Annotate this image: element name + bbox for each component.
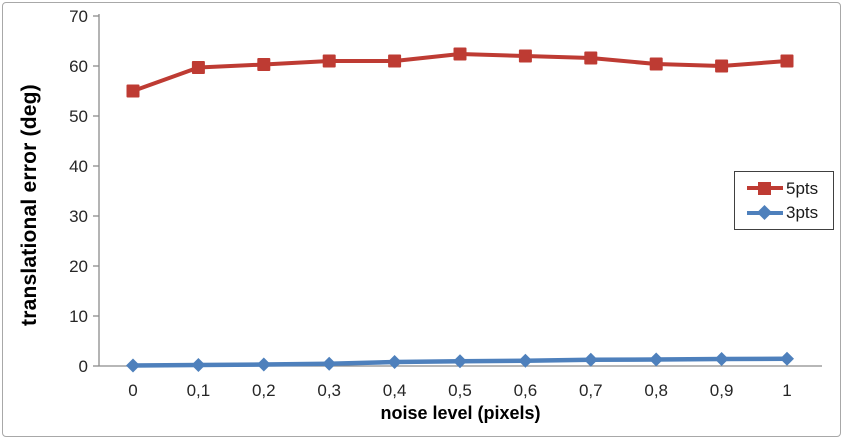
y-tick-label: 70	[69, 7, 88, 26]
data-point-3pts	[126, 358, 140, 373]
x-tick-label: 0,5	[448, 381, 472, 400]
data-point-5pts	[453, 47, 467, 61]
y-tick-label: 10	[69, 307, 88, 326]
y-tick-label: 30	[69, 207, 88, 226]
y-tick-label: 20	[69, 257, 88, 276]
data-point-3pts	[387, 355, 402, 369]
data-point-3pts	[583, 352, 598, 367]
legend-item-3pts: 3pts	[747, 204, 833, 221]
x-tick-label: 0,6	[514, 381, 538, 400]
data-point-3pts	[649, 352, 664, 367]
data-point-5pts	[257, 58, 271, 71]
data-point-5pts	[322, 54, 336, 68]
legend-item-5pts: 5pts	[747, 180, 833, 197]
data-point-3pts	[256, 357, 271, 372]
x-tick-label: 1	[782, 381, 791, 400]
y-axis-title: translational error (deg)	[18, 84, 41, 326]
legend-label-5pts: 5pts	[786, 178, 819, 198]
data-point-3pts	[714, 352, 729, 366]
legend-label-3pts: 3pts	[786, 203, 819, 223]
x-axis-title: noise level (pixels)	[380, 403, 541, 423]
y-tick-label: 60	[69, 57, 88, 76]
data-point-3pts	[453, 354, 467, 369]
series-5pts-marker-icon	[747, 181, 783, 195]
square-marker-icon	[758, 181, 771, 195]
data-point-5pts	[780, 54, 794, 68]
x-tick-label: 0	[128, 381, 137, 400]
data-point-3pts	[780, 351, 794, 366]
x-tick-label: 0,3	[317, 381, 341, 400]
data-point-5pts	[584, 51, 598, 65]
data-point-5pts	[126, 84, 140, 98]
y-tick-label: 40	[69, 157, 88, 176]
data-point-3pts	[518, 353, 533, 368]
x-tick-label: 0,2	[252, 381, 276, 400]
data-point-5pts	[388, 54, 402, 68]
x-tick-label: 0,9	[710, 381, 734, 400]
legend: 5pts 3pts	[734, 171, 834, 230]
x-tick-label: 0,8	[644, 381, 668, 400]
series-3pts-marker-icon	[747, 205, 783, 221]
data-point-5pts	[518, 49, 532, 63]
x-tick-label: 0,7	[579, 381, 603, 400]
data-point-5pts	[191, 61, 205, 74]
data-point-3pts	[191, 358, 206, 372]
x-tick-label: 0,1	[187, 381, 211, 400]
x-tick-label: 0,4	[383, 381, 407, 400]
y-tick-label: 0	[79, 357, 88, 376]
y-tick-label: 50	[69, 107, 88, 126]
data-point-3pts	[322, 356, 337, 371]
data-point-5pts	[649, 57, 663, 71]
diamond-marker-icon	[756, 205, 773, 221]
data-point-5pts	[715, 59, 729, 73]
